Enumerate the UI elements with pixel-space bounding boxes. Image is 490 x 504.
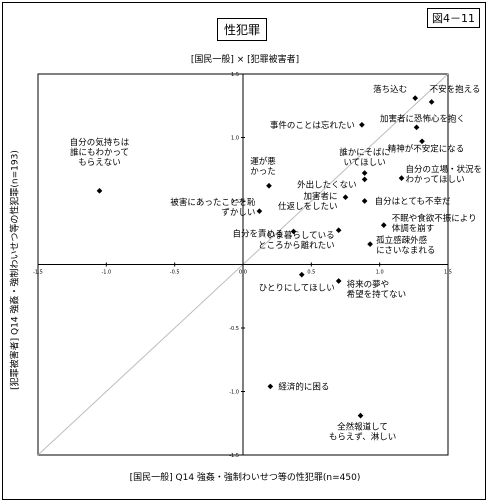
data-point	[419, 138, 425, 145]
data-point-label-line: 運が悪	[250, 156, 276, 167]
data-point-label-line: 加害者に	[303, 191, 337, 202]
x-tick-label: 0.0	[239, 270, 247, 276]
data-point-label-line: 仕返しをしたい	[278, 201, 338, 212]
data-point-label-line: 自分の気持ちは	[70, 137, 130, 148]
data-point	[342, 194, 349, 201]
data-point-label: 経済的に困る	[278, 381, 329, 392]
data-point	[413, 124, 420, 131]
x-tick-label: -1.5	[33, 270, 43, 276]
data-point-label: 落ち込む	[373, 84, 407, 95]
data-point-label: 事件のことは忘れたい	[270, 120, 355, 131]
data-point	[96, 188, 103, 194]
data-point-label-line: 落ち込む	[373, 84, 407, 95]
page-title: 性犯罪	[217, 18, 268, 41]
data-point-label-line: 外出したくない	[297, 179, 357, 190]
data-point-label: 不安を抱える	[430, 84, 481, 95]
data-point	[298, 271, 305, 278]
data-point-label-line: 経済的に困る	[278, 381, 329, 392]
data-point	[428, 99, 435, 105]
data-point-label-line: もらえない	[78, 158, 121, 168]
data-point-label-line: にさいなまれる	[376, 246, 435, 256]
data-point-label-line: 体調を崩す	[392, 223, 435, 234]
x-tick-label: 0.5	[307, 270, 315, 276]
y-tick-label: -1.0	[229, 390, 239, 396]
data-point-label-line: 不眠や食欲不振により	[392, 213, 477, 224]
data-point	[266, 182, 272, 189]
figure-frame	[2, 2, 486, 500]
data-point-label: 将来の夢や希望を持てない	[347, 279, 407, 300]
data-point-label-line: 加害者に恐怖心を抱く	[380, 113, 465, 124]
data-point-label-line: ところから離れたい	[258, 240, 335, 251]
data-point	[361, 176, 368, 183]
data-point	[380, 222, 387, 228]
x-tick-label: -1.0	[101, 270, 111, 276]
data-point-label-line: いてほしい	[344, 158, 386, 168]
data-point-label: 誰かにそばにいてほしい	[339, 147, 390, 168]
data-point-label-line: 自分を責める	[233, 228, 284, 239]
data-point	[290, 228, 297, 235]
data-point-label-line: 精神が不安定になる	[388, 143, 465, 154]
data-point-label-line: もらえず、淋しい	[329, 432, 396, 443]
y-tick-label: 1.5	[231, 72, 239, 78]
data-point-label-line: 自分はとても不幸だ	[375, 196, 451, 207]
figure-label: 図4－11	[427, 8, 480, 28]
data-point-label-line: 将来の夢や	[347, 279, 390, 290]
data-point-label-line: わかってほしい	[406, 175, 465, 185]
x-axis-label: [国民一般] Q14 強姦・強制わいせつ等の性犯罪(n=450)	[129, 473, 361, 483]
data-point-label-line: 誰にもわかって	[70, 147, 129, 158]
data-point-label: 外出したくない	[297, 179, 357, 190]
data-point	[361, 170, 368, 176]
data-point	[256, 208, 263, 214]
x-tick-label: 1.0	[376, 270, 384, 276]
data-point	[357, 412, 364, 419]
data-point-label-line: 孤立感疎外感	[376, 235, 428, 246]
data-point	[412, 95, 419, 101]
data-point	[361, 198, 368, 204]
data-point-label-line: 全然報道して	[337, 422, 388, 433]
chart-title: [国民一般] × [犯罪被害者]	[190, 55, 300, 65]
data-point-label: 不眠や食欲不振により体調を崩す	[392, 213, 477, 234]
data-point	[367, 241, 373, 248]
data-point	[267, 383, 274, 390]
data-point-label: 全然報道してもらえず、淋しい	[329, 422, 396, 443]
y-tick-label: -1.5	[229, 453, 239, 459]
y-tick-label: 1.0	[231, 136, 239, 142]
data-point-label: 被害にあったことを恥ずかしい	[170, 197, 256, 218]
data-point-label-line: 誰かにそばに	[339, 147, 390, 158]
data-point-label-line: ひとりにしてほしい	[259, 284, 335, 294]
data-point-label: 自分を責める	[233, 228, 284, 239]
data-point-label-line: 不安を抱える	[430, 84, 481, 95]
data-point-label: 精神が不安定になる	[388, 143, 465, 154]
data-point	[335, 278, 342, 284]
data-point-label-line: かった	[250, 167, 276, 177]
data-point-label: 自分の立場・状況をわかってほしい	[406, 164, 483, 185]
data-point-label-line: ずかしい	[221, 207, 255, 218]
data-point-label-line: いま暮らしている	[267, 230, 335, 241]
data-point-label-line: 被害にあったことを恥	[170, 197, 256, 208]
data-point-label-line: 自分の立場・状況を	[406, 164, 483, 175]
data-point-label: いま暮らしているところから離れたい	[258, 230, 335, 251]
data-point-label: 自分はとても不幸だ	[375, 196, 451, 207]
data-point-label-line: 希望を持てない	[347, 289, 407, 300]
data-point-label: 加害者に仕返しをしたい	[278, 191, 338, 212]
y-tick-label: 0.5	[231, 199, 239, 205]
data-point-label: 運が悪かった	[250, 156, 276, 177]
data-point-label: 孤立感疎外感にさいなまれる	[376, 235, 435, 256]
data-point-label: 加害者に恐怖心を抱く	[380, 113, 465, 124]
data-point	[359, 121, 365, 128]
x-tick-label: -0.5	[170, 270, 180, 276]
x-tick-label: 1.5	[444, 270, 452, 276]
data-point	[398, 175, 405, 181]
data-point-label: 自分の気持ちは誰にもわかってもらえない	[70, 137, 130, 168]
y-tick-label: -0.5	[229, 326, 239, 332]
data-point-label: ひとりにしてほしい	[259, 284, 335, 294]
data-point	[335, 227, 342, 234]
data-point-label-line: 事件のことは忘れたい	[270, 120, 355, 131]
